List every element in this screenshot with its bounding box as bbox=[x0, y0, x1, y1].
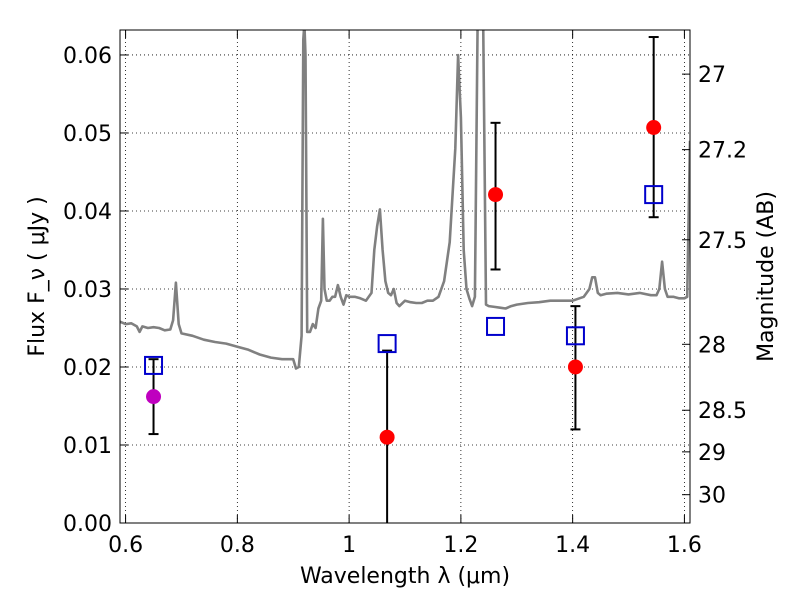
x-tick-label: 1.4 bbox=[555, 533, 590, 558]
measured-flux-point bbox=[146, 389, 162, 405]
y-tick-label: 0.00 bbox=[63, 512, 112, 537]
y-axis-label: Flux F_ν ( μJy ) bbox=[25, 196, 50, 356]
right-axis-tick-label: 29 bbox=[698, 441, 726, 466]
x-axis-label: Wavelength λ (μm) bbox=[300, 564, 510, 589]
right-axis-tick-label: 30 bbox=[698, 484, 726, 509]
x-tick-label: 1.2 bbox=[443, 533, 478, 558]
y-tick-label: 0.06 bbox=[63, 44, 112, 69]
right-axis-label: Magnitude (AB) bbox=[754, 191, 779, 362]
spectrum-line bbox=[120, 30, 690, 370]
measured-flux-point bbox=[567, 359, 583, 375]
plot-area bbox=[120, 30, 690, 370]
model-flux-point bbox=[144, 355, 164, 375]
plot-frame bbox=[119, 29, 691, 524]
measured-flux-point bbox=[646, 120, 662, 136]
grid-lines bbox=[120, 30, 690, 523]
right-axis-tick-label: 27.2 bbox=[698, 139, 747, 164]
y-tick-label: 0.05 bbox=[63, 122, 112, 147]
y-tick-label: 0.03 bbox=[63, 278, 112, 303]
y-tick-label: 0.04 bbox=[63, 200, 112, 225]
measured-flux-point bbox=[488, 187, 504, 203]
x-tick-label: 1 bbox=[342, 533, 356, 558]
axes: 0.6 0.8 1 1.2 1.4 1.6 0.00 0.01 0.02 0.03 0.04 0.05… bbox=[63, 30, 747, 558]
right-axis-tick-label: 27 bbox=[698, 63, 726, 88]
right-axis-tick-label: 27.5 bbox=[698, 229, 747, 254]
right-axis-tick-label: 28.5 bbox=[698, 399, 747, 424]
model-flux-point bbox=[377, 334, 397, 354]
model-flux-point bbox=[565, 326, 585, 346]
right-axis-tick-label: 28 bbox=[698, 333, 726, 358]
x-tick-label: 0.6 bbox=[108, 533, 143, 558]
x-tick-label: 1.6 bbox=[667, 533, 702, 558]
measured-flux-point bbox=[379, 429, 395, 445]
x-tick-label: 0.8 bbox=[220, 533, 255, 558]
y-tick-label: 0.01 bbox=[63, 434, 112, 459]
model-flux-point bbox=[486, 316, 506, 336]
data-markers bbox=[144, 36, 664, 523]
y-tick-label: 0.02 bbox=[63, 356, 112, 381]
model-flux-point bbox=[644, 185, 664, 205]
